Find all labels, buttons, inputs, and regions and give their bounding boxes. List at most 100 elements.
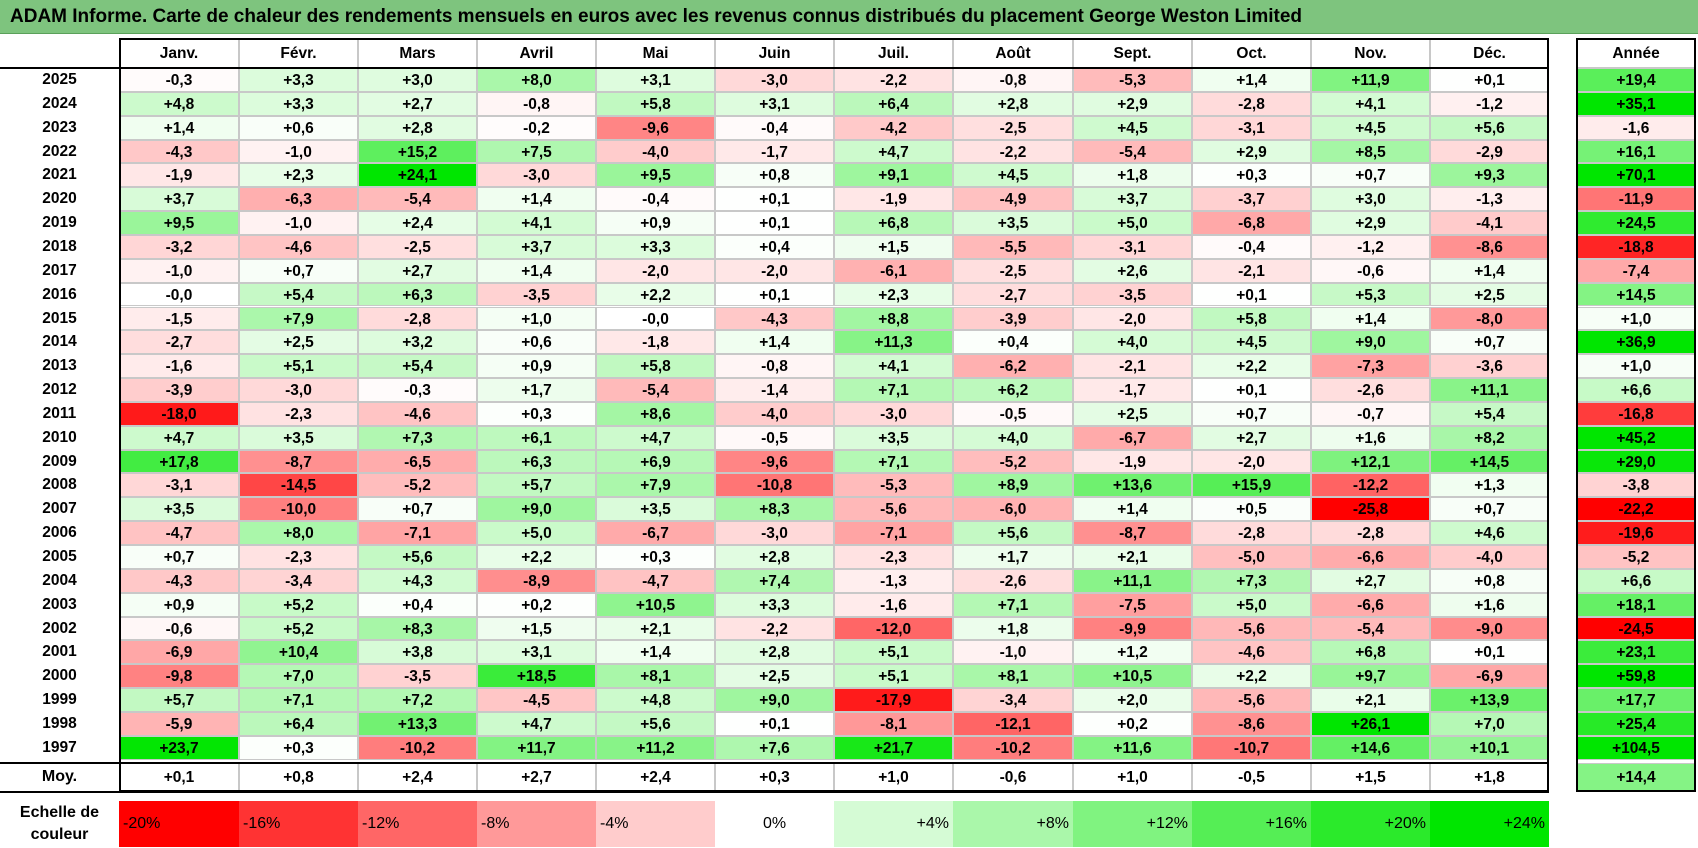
heatmap-cell: +3,0 xyxy=(358,68,477,92)
heatmap-cell: +4,1 xyxy=(477,211,596,235)
heatmap-cell: +7,0 xyxy=(239,664,358,689)
heatmap-cell: +1,7 xyxy=(477,378,596,402)
heatmap-cell: +2,1 xyxy=(1311,688,1430,712)
scale-step: +8% xyxy=(953,801,1073,847)
heatmap-cell: -1,9 xyxy=(119,163,239,188)
heatmap-cell: -4,3 xyxy=(119,568,239,593)
annual-cell: +17,7 xyxy=(1576,688,1696,712)
heatmap-cell: -5,4 xyxy=(1073,139,1192,164)
heatmap-cell: +0,9 xyxy=(596,211,715,235)
heatmap-cell: -1,7 xyxy=(715,139,834,164)
heatmap-cell: +5,6 xyxy=(358,545,477,569)
heatmap-cell: +4,7 xyxy=(596,425,715,450)
heatmap-cell: +5,1 xyxy=(834,640,953,665)
report-title: ADAM Informe. Carte de chaleur des rende… xyxy=(0,0,1698,34)
scale-step: -20% xyxy=(119,801,239,847)
heatmap-cell: +0,2 xyxy=(1073,711,1192,736)
heatmap-cell: +5,6 xyxy=(953,521,1073,545)
heatmap-cell: -9,6 xyxy=(596,115,715,140)
year-label: 2011 xyxy=(42,404,77,422)
heatmap-cell: +15,9 xyxy=(1192,473,1311,498)
scale-step: -12% xyxy=(358,801,477,847)
heatmap-cell: -8,1 xyxy=(834,711,953,736)
heatmap-cell: -4,0 xyxy=(715,401,834,426)
heatmap-cell: +9,3 xyxy=(1430,163,1549,188)
heatmap-cell: -0,4 xyxy=(715,115,834,140)
heatmap-cell: +4,6 xyxy=(1430,521,1549,545)
heatmap-cell: -3,1 xyxy=(1192,115,1311,140)
heatmap-cell: -0,5 xyxy=(953,401,1073,426)
heatmap-cell: +3,8 xyxy=(358,640,477,665)
annual-cell: +1,0 xyxy=(1576,306,1696,331)
year-label: 2001 xyxy=(42,643,77,661)
heatmap-cell: +10,4 xyxy=(239,640,358,665)
heatmap-cell: +7,3 xyxy=(358,425,477,450)
heatmap-cell: -6,0 xyxy=(953,497,1073,522)
heatmap-cell: -0,3 xyxy=(119,68,239,92)
heatmap-cell: +3,7 xyxy=(119,187,239,212)
heatmap-cell: +3,5 xyxy=(596,497,715,522)
average-cell: +2,7 xyxy=(477,763,596,791)
heatmap-cell: +3,5 xyxy=(119,497,239,522)
heatmap-cell: -3,4 xyxy=(239,568,358,593)
month-header: Avril xyxy=(477,38,596,68)
heatmap-cell: -4,1 xyxy=(1430,211,1549,235)
average-label: Moy. xyxy=(41,768,78,785)
heatmap-cell: -5,4 xyxy=(596,378,715,402)
heatmap-cell: -0,7 xyxy=(1311,401,1430,426)
heatmap-cell: +2,5 xyxy=(715,664,834,689)
year-label: 2016 xyxy=(42,285,77,303)
heatmap-cell: +7,1 xyxy=(834,449,953,474)
heatmap-cell: +5,4 xyxy=(1430,401,1549,426)
heatmap-cell: +3,3 xyxy=(239,91,358,116)
heatmap-cell: -7,1 xyxy=(358,521,477,545)
header-separator xyxy=(0,67,1549,69)
heatmap-cell: -10,7 xyxy=(1192,735,1311,760)
heatmap-cell: -7,3 xyxy=(1311,354,1430,379)
year-label: 2014 xyxy=(42,333,77,351)
heatmap-cell: -3,0 xyxy=(715,68,834,92)
heatmap-cell: -2,8 xyxy=(1192,91,1311,116)
heatmap-cell: +5,0 xyxy=(1073,211,1192,235)
heatmap-cell: +0,7 xyxy=(1430,330,1549,355)
heatmap-cell: -6,1 xyxy=(834,258,953,283)
heatmap-cell: +0,4 xyxy=(953,330,1073,355)
heatmap-cell: +1,4 xyxy=(1192,68,1311,92)
annual-cell: +23,1 xyxy=(1576,640,1696,665)
heatmap-cell: +3,1 xyxy=(715,91,834,116)
heatmap-cell: -0,5 xyxy=(715,425,834,450)
heatmap-cell: +7,9 xyxy=(239,306,358,331)
heatmap-cell: +4,7 xyxy=(834,139,953,164)
heatmap-cell: +1,4 xyxy=(1430,258,1549,283)
heatmap-cell: +7,4 xyxy=(715,568,834,593)
heatmap-cell: +2,8 xyxy=(715,640,834,665)
annual-cell: +70,1 xyxy=(1576,163,1696,188)
annual-cell: +16,1 xyxy=(1576,139,1696,164)
heatmap-cell: -6,8 xyxy=(1192,211,1311,235)
heatmap-cell: +8,8 xyxy=(834,306,953,331)
heatmap-cell: -1,2 xyxy=(1430,91,1549,116)
average-cell: +1,5 xyxy=(1311,763,1430,791)
scale-step: +12% xyxy=(1073,801,1192,847)
heatmap-cell: +4,1 xyxy=(1311,91,1430,116)
heatmap-cell: -18,0 xyxy=(119,401,239,426)
heatmap-cell: -6,9 xyxy=(1430,664,1549,689)
heatmap-cell: -8,6 xyxy=(1430,234,1549,259)
average-cell: +0,3 xyxy=(715,763,834,791)
heatmap-cell: +8,1 xyxy=(596,664,715,689)
heatmap-cell: +2,2 xyxy=(1192,354,1311,379)
heatmap-cell: -14,5 xyxy=(239,473,358,498)
annual-cell: -5,2 xyxy=(1576,545,1696,569)
heatmap-cell: -2,8 xyxy=(1192,521,1311,545)
heatmap-cell: +5,0 xyxy=(1192,592,1311,617)
heatmap-cell: +2,5 xyxy=(1073,401,1192,426)
month-header: Nov. xyxy=(1311,38,1430,68)
heatmap-cell: +11,3 xyxy=(834,330,953,355)
heatmap-cell: +2,8 xyxy=(715,545,834,569)
heatmap-cell: -6,3 xyxy=(239,187,358,212)
annual-cell: +6,6 xyxy=(1576,378,1696,402)
heatmap-cell: +12,1 xyxy=(1311,449,1430,474)
heatmap-cell: +1,5 xyxy=(477,616,596,641)
average-cell: +1,0 xyxy=(834,763,953,791)
heatmap-cell: +2,3 xyxy=(834,282,953,307)
